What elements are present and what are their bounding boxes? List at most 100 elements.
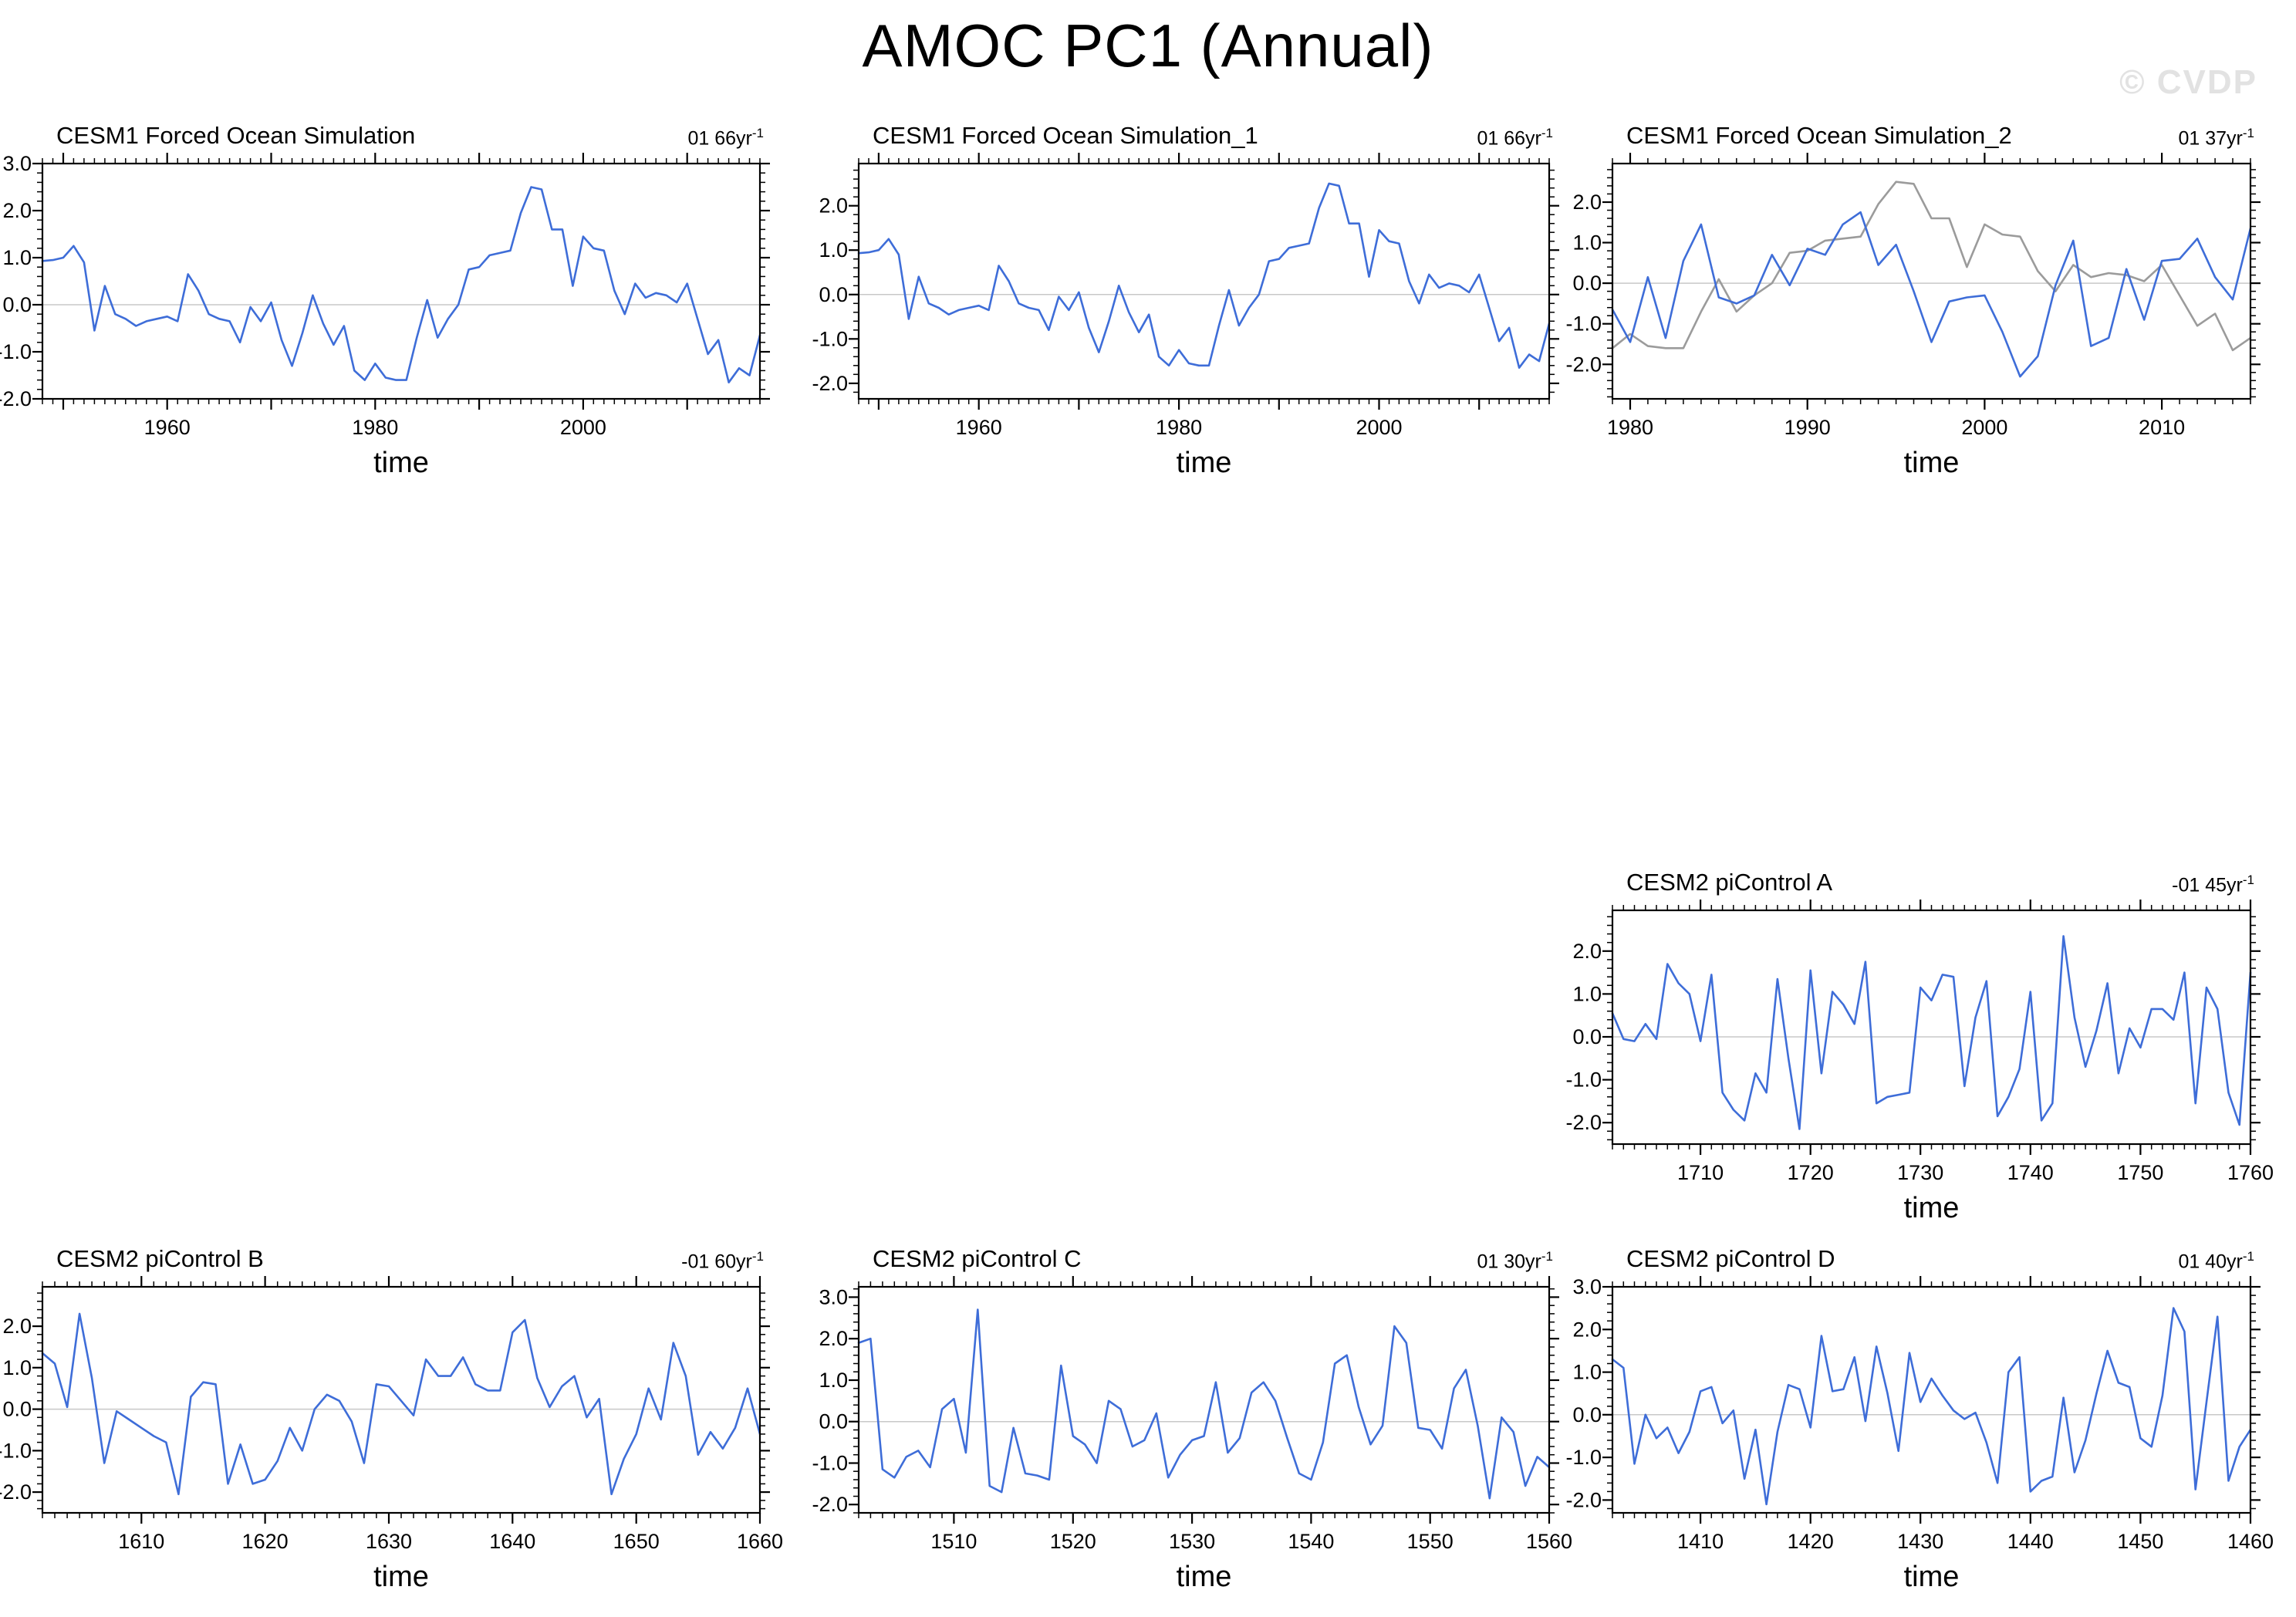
series-gray-line	[1611, 181, 2252, 352]
panel-title: CESM2 piControl D	[1626, 1245, 1835, 1272]
series-blue-line	[857, 182, 1551, 370]
x-axis-title: time	[373, 447, 429, 479]
x-tick-label: 2010	[2139, 416, 2185, 439]
x-tick-label: 1660	[737, 1530, 783, 1553]
y-ticks	[32, 1292, 770, 1510]
plot-cesm1-forced-ocean-simulation-2: 1980 1990 2000 2010 2.0 1.0 0.0 -1.0 -2.0	[1565, 153, 2261, 439]
x-tick-label: 2000	[560, 416, 606, 439]
stat-label-exponent: -1	[2242, 1249, 2254, 1264]
y-tick-label: -2.0	[1565, 353, 1602, 376]
x-tick-label: 1960	[144, 416, 191, 439]
x-ticks	[858, 1276, 1551, 1524]
x-tick-label: 1740	[2007, 1161, 2054, 1184]
x-ticks	[42, 153, 761, 410]
y-tick-label: 1.0	[819, 1369, 848, 1392]
x-tick-label: 1520	[1050, 1530, 1096, 1553]
stat-label-exponent: -1	[751, 126, 764, 140]
y-tick-label: 0.0	[1572, 1025, 1602, 1048]
x-tick-label: 1450	[2117, 1530, 2163, 1553]
page-title: AMOC PC1 (Annual)	[862, 12, 1434, 79]
y-tick-label: 1.0	[1572, 231, 1602, 255]
x-tick-label: 1430	[1897, 1530, 1943, 1553]
cvdp-watermark: © CVDP	[2119, 63, 2257, 101]
y-tick-label: -2.0	[812, 372, 848, 395]
panel-title: CESM1 Forced Ocean Simulation	[56, 122, 416, 149]
x-tick-labels: 1410 1420 1430 1440 1450 1460	[1677, 1530, 2274, 1553]
y-tick-label: -1.0	[1565, 1446, 1602, 1469]
series-blue-line	[41, 1312, 761, 1496]
y-tick-labels: 3.0 2.0 1.0 0.0 -1.0 -2.0	[1565, 1275, 1602, 1511]
x-tick-label: 1980	[352, 416, 398, 439]
x-tick-label: 1560	[1526, 1530, 1572, 1553]
x-tick-label: 1980	[1156, 416, 1202, 439]
x-tick-labels: 1960 1980 2000	[144, 416, 606, 439]
x-tick-label: 2000	[1961, 416, 2007, 439]
x-tick-labels: 1980 1990 2000 2010	[1607, 416, 2185, 439]
y-tick-labels: 2.0 1.0 0.0 -1.0 -2.0	[1565, 191, 1602, 376]
panel-cesm2-picontrol-b: 1610 1620 1630 1640 1650 1660 2.0 1.0 0.0 -1.0 -2.…	[0, 1239, 795, 1617]
x-tick-label: 1760	[2227, 1161, 2274, 1184]
x-tick-label: 1980	[1607, 416, 1653, 439]
y-tick-label: 1.0	[1572, 1361, 1602, 1384]
plot-cesm1-forced-ocean-simulation-1: 1960 1980 2000 2.0 1.0 0.0 -1.0 -2.0	[812, 153, 1559, 439]
panel-title: CESM2 piControl A	[1626, 869, 1833, 896]
y-tick-label: 1.0	[1572, 982, 1602, 1005]
x-axis-title: time	[1903, 1561, 1960, 1593]
x-axis-title: time	[1903, 447, 1960, 479]
y-tick-label: -1.0	[812, 1452, 848, 1475]
stat-label-exponent: -1	[1541, 1249, 1553, 1264]
stat-label-text: 01 30yr	[1477, 1251, 1541, 1273]
x-tick-label: 1510	[930, 1530, 977, 1553]
stat-label-text: 01 66yr	[687, 127, 752, 150]
x-tick-label: 1710	[1677, 1161, 1724, 1184]
plot-frame	[857, 162, 1551, 400]
stat-label: -01 45yr-1	[2172, 873, 2254, 896]
series-blue-line	[857, 1308, 1551, 1500]
x-tick-labels: 1510 1520 1530 1540 1550 1560	[930, 1530, 1572, 1553]
y-tick-label: 0.0	[819, 1410, 848, 1433]
panel-cesm1-forced-ocean-simulation-1: 1960 1980 2000 2.0 1.0 0.0 -1.0 -2.0 CESM1 Forc…	[812, 116, 1584, 507]
y-tick-label: 2.0	[819, 194, 848, 218]
x-tick-labels: 1960 1980 2000	[956, 416, 1403, 439]
plot-frame	[41, 162, 761, 400]
y-tick-label: 1.0	[2, 246, 32, 269]
x-axis-title: time	[1903, 1192, 1960, 1224]
stat-label-text: -01 60yr	[681, 1251, 752, 1273]
x-tick-label: 1410	[1677, 1530, 1724, 1553]
stat-label: 01 66yr-1	[687, 126, 764, 150]
x-tick-label: 1610	[118, 1530, 164, 1553]
y-tick-label: 0.0	[1572, 272, 1602, 295]
stat-label-text: -01 45yr	[2172, 874, 2243, 896]
panel-title: CESM1 Forced Ocean Simulation_2	[1626, 122, 2012, 149]
panel-cesm1-forced-ocean-simulation: 1960 1980 2000 3.0 2.0 1.0 0.0 -1.0 -2.0 CESM1 F…	[0, 116, 795, 507]
x-tick-label: 1990	[1784, 416, 1831, 439]
stat-label: 01 37yr-1	[2178, 126, 2254, 150]
x-axis-title: time	[1176, 447, 1232, 479]
x-tick-label: 1750	[2117, 1161, 2163, 1184]
y-ticks	[32, 162, 770, 400]
panel-cesm2-picontrol-a: 1710 1720 1730 1740 1750 1760 2.0 1.0 0.0 -1.0 -2.…	[1565, 863, 2285, 1252]
y-tick-label: -2.0	[1565, 1488, 1602, 1511]
x-tick-label: 1640	[489, 1530, 535, 1553]
stat-label-text: 01 66yr	[1477, 127, 1541, 150]
plot-cesm1-forced-ocean-simulation: 1960 1980 2000 3.0 2.0 1.0 0.0 -1.0 -2.0	[0, 152, 770, 439]
y-tick-label: -1.0	[1565, 312, 1602, 336]
panel-cesm1-forced-ocean-simulation-2: 1980 1990 2000 2010 2.0 1.0 0.0 -1.0 -2.0 CESM1 …	[1565, 116, 2285, 507]
x-tick-label: 1550	[1407, 1530, 1454, 1553]
x-tick-label: 1630	[366, 1530, 412, 1553]
panel-cesm2-picontrol-d: 1410 1420 1430 1440 1450 1460 3.0 2.0 1.0 0.0 -1.0…	[1565, 1239, 2285, 1617]
y-tick-labels: 3.0 2.0 1.0 0.0 -1.0 -2.0	[0, 152, 32, 410]
plot-frame	[1611, 1285, 2252, 1514]
x-tick-label: 1650	[613, 1530, 660, 1553]
y-tick-label: 2.0	[2, 1315, 32, 1338]
x-tick-label: 1540	[1288, 1530, 1334, 1553]
stat-label: 01 40yr-1	[2178, 1249, 2254, 1273]
y-tick-label: 3.0	[819, 1285, 848, 1308]
y-tick-label: 2.0	[1572, 940, 1602, 963]
y-tick-labels: 2.0 1.0 0.0 -1.0 -2.0	[0, 1315, 32, 1504]
x-tick-label: 1530	[1169, 1530, 1215, 1553]
y-tick-label: -1.0	[0, 1439, 32, 1462]
x-ticks	[1612, 1276, 2252, 1524]
plot-cesm2-picontrol-a: 1710 1720 1730 1740 1750 1760 2.0 1.0 0.0 -1.0 -2.…	[1565, 900, 2274, 1184]
x-axis-title: time	[373, 1561, 429, 1593]
